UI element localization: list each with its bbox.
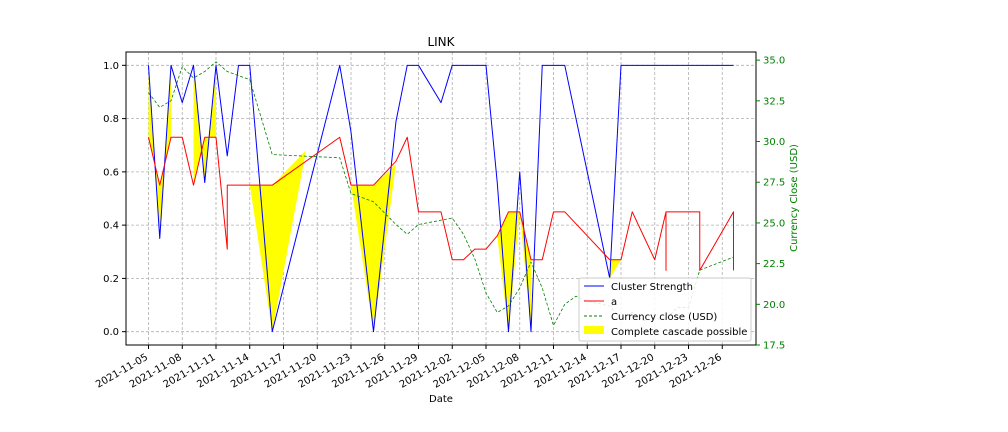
series-line-a <box>148 136 734 271</box>
y2-tick-label: 32.5 <box>763 96 785 107</box>
plot-frame <box>125 51 757 346</box>
y2-tick-label: 22.5 <box>763 259 785 270</box>
cascade-fill-region <box>148 65 171 239</box>
y2-tick-label: 25.0 <box>763 218 785 229</box>
cascade-fill-region <box>351 163 396 332</box>
legend-label-a: a <box>611 297 617 308</box>
cascade-fill-region <box>519 211 531 332</box>
y-tick-label: 0.2 <box>103 274 119 285</box>
legend-label-cluster-strength: Cluster Strength <box>611 282 693 293</box>
x-axis-ticks: 2021-11-052021-11-082021-11-112021-11-14… <box>94 345 724 391</box>
y-tick-label: 0.8 <box>103 114 119 125</box>
cascade-fill-region <box>609 259 621 279</box>
y-tick-label: 0.0 <box>103 327 119 338</box>
y-tick-label: 1.0 <box>103 61 119 72</box>
legend: Cluster Strength a Currency close (USD) … <box>578 277 752 342</box>
cascade-fill-regions <box>148 65 621 332</box>
cascade-fill-region <box>497 211 520 332</box>
y-axis-ticks: 0.0 0.2 0.4 0.6 0.8 1.0 <box>103 61 126 338</box>
y2-axis-ticks: 17.5 20.0 22.5 25.0 27.5 30.0 32.5 35.0 <box>756 56 785 352</box>
y-tick-label: 0.4 <box>103 221 119 232</box>
x-axis-label: Date <box>429 394 453 405</box>
y-tick-label: 0.6 <box>103 167 119 178</box>
legend-label-cascade: Complete cascade possible <box>611 327 747 338</box>
series-line-cluster-strength <box>148 64 734 333</box>
y2-axis-label: Currency Close (USD) <box>789 144 800 252</box>
legend-label-currency-close: Currency close (USD) <box>611 312 717 323</box>
y2-tick-label: 17.5 <box>763 341 785 352</box>
legend-box <box>578 277 752 342</box>
y2-tick-label: 20.0 <box>763 300 785 311</box>
cascade-fill-region <box>249 150 306 332</box>
chart-title: LINK <box>427 35 455 49</box>
cascade-fill-region <box>193 65 216 186</box>
legend-swatch-cascade <box>584 326 604 334</box>
y2-tick-label: 30.0 <box>763 137 785 148</box>
y2-tick-label: 35.0 <box>763 56 785 67</box>
y2-tick-label: 27.5 <box>763 178 785 189</box>
